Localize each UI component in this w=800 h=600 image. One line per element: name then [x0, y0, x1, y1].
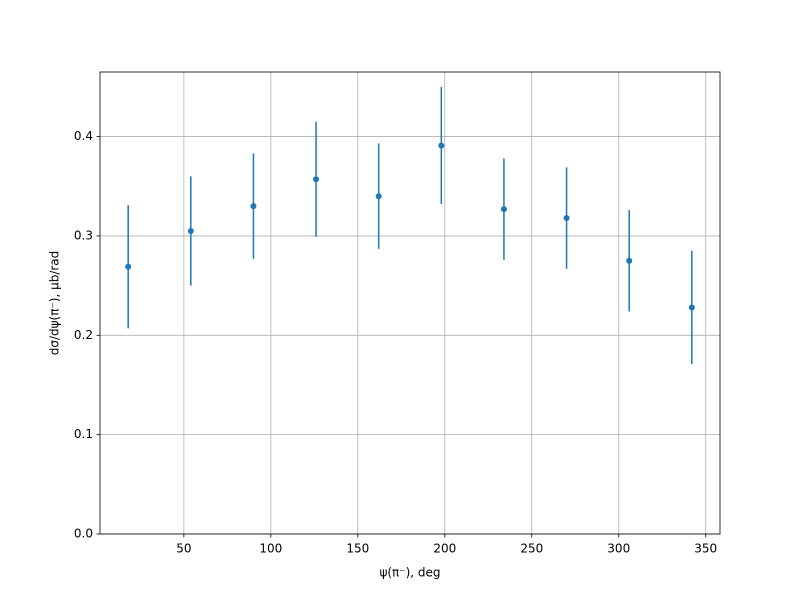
data-point [626, 257, 633, 264]
data-point [375, 193, 382, 200]
data-point [438, 142, 445, 149]
y-tick-label: 0.1 [74, 427, 93, 441]
x-tick-label: 150 [346, 542, 369, 556]
x-tick-label: 200 [433, 542, 456, 556]
y-tick-label: 0.3 [74, 228, 93, 242]
data-point [250, 203, 257, 210]
data-point [125, 263, 132, 270]
data-point [313, 176, 320, 183]
plot-frame [99, 71, 721, 535]
x-tick-label: 100 [259, 542, 282, 556]
y-tick-label: 0.4 [74, 129, 93, 143]
data-point [688, 304, 695, 311]
x-tick-label: 300 [607, 542, 630, 556]
y-axis-label: dσ/dψ(π⁻), μb/rad [48, 251, 62, 356]
x-axis-label: ψ(π⁻), deg [379, 566, 440, 580]
data-point [187, 227, 194, 234]
data-point [563, 215, 570, 222]
y-tick-label: 0.0 [74, 527, 93, 541]
data-point [500, 206, 507, 213]
x-tick-label: 350 [694, 542, 717, 556]
x-tick-label: 50 [176, 542, 191, 556]
y-tick-label: 0.2 [74, 328, 93, 342]
x-tick-label: 250 [520, 542, 543, 556]
